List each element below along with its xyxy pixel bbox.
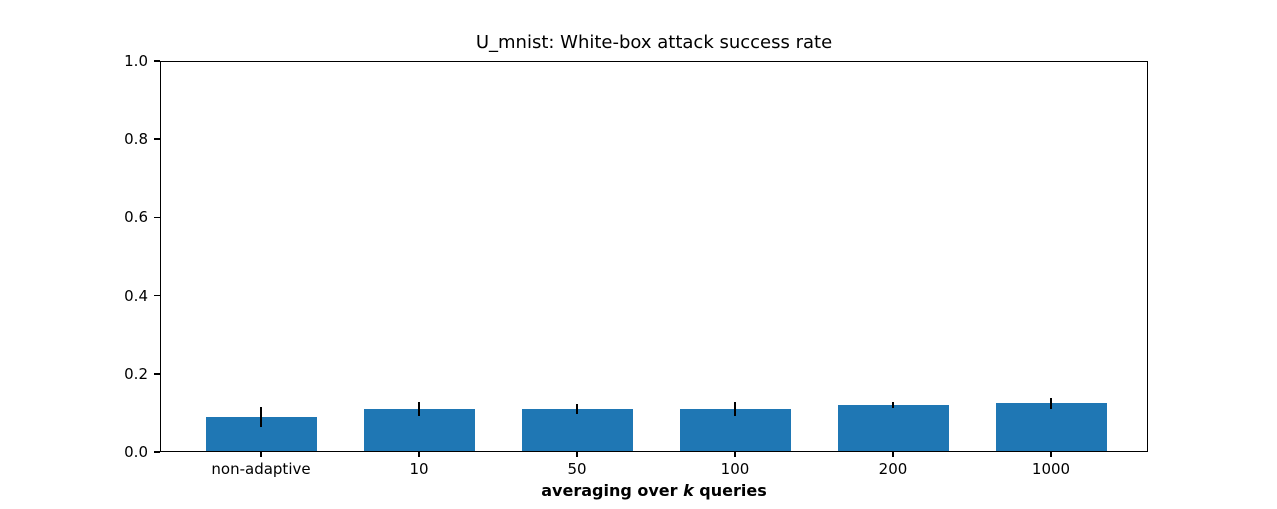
y-tick-mark (154, 60, 160, 62)
bar-100 (679, 409, 791, 452)
error-bar-200 (891, 401, 895, 409)
y-tick-mark (154, 373, 160, 375)
y-tick-label: 0.6 (124, 208, 148, 227)
x-tick-label: 100 (720, 460, 750, 478)
y-tick-label: 0.8 (124, 130, 148, 149)
y-tick-mark (154, 138, 160, 140)
x-tick-mark (734, 452, 736, 457)
error-bar-non-adaptive (259, 407, 263, 427)
y-tick-label: 1.0 (124, 52, 148, 70)
x-tick-mark (260, 452, 262, 457)
y-tick-mark (154, 294, 160, 297)
x-tick-mark (1050, 452, 1052, 457)
bar-10 (363, 409, 475, 452)
x-tick-label: 10 (409, 460, 429, 478)
x-tick-label: 1000 (1031, 460, 1071, 478)
x-axis-label-prefix: averaging over (541, 481, 684, 500)
bar-1000 (995, 403, 1107, 452)
y-tick-label: 0.4 (124, 286, 148, 305)
x-tick-label: 50 (567, 460, 587, 478)
x-axis-label: averaging over k queries (160, 481, 1148, 501)
x-tick-label: non-adaptive (211, 460, 311, 478)
x-tick-mark (418, 452, 420, 457)
y-tick-label: 0.0 (124, 443, 148, 461)
x-axis-label-suffix: queries (693, 481, 767, 500)
y-tick-label: 0.2 (124, 364, 148, 383)
x-tick-label: 200 (878, 460, 908, 478)
x-tick-mark (576, 452, 578, 457)
bar-50 (521, 409, 633, 452)
error-bar-50 (575, 403, 579, 415)
plot-area (160, 61, 1148, 452)
y-tick-mark (154, 216, 160, 219)
error-bar-10 (417, 401, 421, 416)
chart-title: U_mnist: White-box attack success rate (475, 32, 833, 53)
error-bar-100 (733, 402, 737, 416)
x-axis-label-k-variable: k (683, 481, 694, 500)
y-tick-mark (154, 451, 160, 453)
x-tick-mark (892, 452, 894, 457)
error-bar-1000 (1049, 397, 1053, 409)
bar-200 (837, 405, 949, 452)
